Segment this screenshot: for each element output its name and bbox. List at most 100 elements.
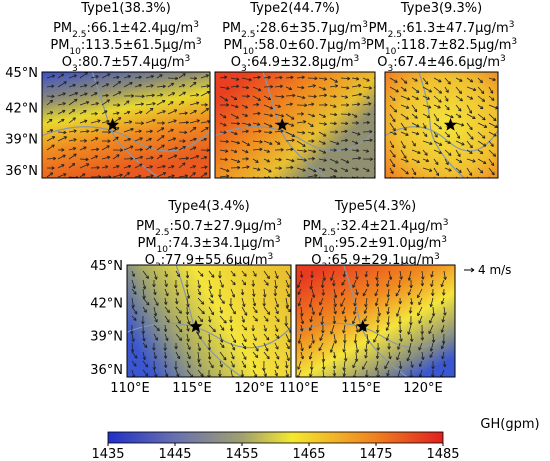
- wind-head: [63, 130, 67, 135]
- wind-vector: [466, 113, 476, 119]
- wind-vector: [241, 288, 244, 296]
- wind-vector: [307, 174, 318, 178]
- wind-vector: [178, 91, 186, 97]
- wind-vector: [342, 306, 346, 315]
- wind-head: [302, 130, 306, 135]
- wind-head: [73, 153, 77, 157]
- wind-head: [205, 127, 209, 131]
- wind-vector: [186, 297, 189, 307]
- wind-vector: [112, 174, 123, 178]
- wind-head: [341, 310, 346, 315]
- wind-vector: [373, 333, 379, 343]
- wind-head: [332, 373, 337, 377]
- wind-head: [73, 74, 77, 78]
- wind-head: [405, 105, 410, 109]
- wind-head: [318, 312, 323, 316]
- wind-vector: [79, 93, 88, 97]
- wind-vector: [285, 113, 295, 120]
- panel-title: Type2(44.7%): [249, 1, 340, 16]
- wind-head: [148, 137, 152, 142]
- wind-vector: [488, 149, 496, 157]
- wind-vector: [230, 113, 239, 119]
- wind-head: [480, 178, 483, 181]
- station-star: [356, 319, 370, 333]
- wind-head: [152, 284, 156, 288]
- wind-vector: [353, 306, 357, 315]
- wind-head: [344, 95, 349, 99]
- wind-vector: [410, 360, 413, 368]
- wind-head: [174, 285, 178, 289]
- wind-vector: [340, 122, 349, 125]
- wind-vector: [230, 369, 233, 377]
- wind-vector: [175, 315, 181, 324]
- wind-head: [322, 141, 326, 145]
- wind-head: [155, 302, 159, 306]
- wind-head: [443, 276, 447, 280]
- text-part: O: [231, 55, 241, 70]
- wind-vector: [241, 149, 249, 153]
- wind-head: [106, 119, 110, 124]
- wind-vector: [241, 104, 248, 109]
- wind-head: [409, 322, 413, 326]
- wind-vector: [252, 342, 259, 352]
- wind-vector: [285, 351, 290, 361]
- wind-head: [254, 354, 259, 359]
- wind-head: [118, 91, 122, 95]
- pollutant-line: O3:80.7±57.4μg/m3: [62, 54, 190, 74]
- wind-head: [106, 145, 110, 149]
- wind-head: [226, 168, 230, 173]
- wind-head: [108, 130, 112, 134]
- wind-head: [262, 303, 266, 307]
- wind-vector: [263, 113, 273, 117]
- wind-vector: [351, 140, 359, 145]
- wind-vector: [307, 113, 315, 117]
- wind-vector: [145, 175, 154, 178]
- wind-vector: [362, 103, 372, 106]
- colorbar-tick-label: 1485: [426, 447, 459, 461]
- wind-head: [479, 150, 484, 154]
- wind-head: [128, 120, 133, 124]
- wind-vector: [421, 279, 423, 287]
- wind-vector: [123, 121, 132, 124]
- wind-head: [241, 319, 246, 323]
- wind-head: [434, 134, 438, 138]
- wind-vector: [153, 351, 157, 359]
- wind-head: [83, 110, 87, 114]
- wind-head: [182, 146, 186, 150]
- wind-vector: [352, 315, 357, 324]
- wind-head: [309, 366, 314, 370]
- wind-vector: [167, 154, 178, 160]
- wind-vector: [164, 360, 167, 368]
- wind-head: [258, 129, 262, 134]
- text-part: 3: [196, 37, 202, 47]
- wind-head: [139, 110, 143, 115]
- wind-vector: [57, 102, 66, 106]
- wind-head: [375, 277, 379, 281]
- wind-head: [355, 167, 359, 171]
- wind-vector: [355, 324, 359, 333]
- wind-vector: [333, 306, 337, 315]
- wind-head: [324, 103, 328, 107]
- wind-head: [392, 97, 396, 101]
- wind-vector: [422, 167, 433, 172]
- wind-vector: [399, 270, 402, 280]
- wind-head: [265, 337, 270, 341]
- wind-head: [364, 274, 369, 278]
- wind-vector: [186, 270, 189, 279]
- wind-head: [490, 90, 494, 94]
- wind-vector: [285, 333, 291, 343]
- wind-vector: [355, 351, 358, 362]
- wind-head: [132, 285, 136, 289]
- wind-vector: [241, 351, 247, 360]
- text-part: :64.9±32.8μg/m: [247, 55, 354, 70]
- panel-title: Type5(4.3%): [334, 199, 416, 214]
- text-part: :66.1±42.4μg/m: [86, 21, 193, 36]
- wind-head: [131, 304, 135, 308]
- wind-head: [300, 328, 304, 332]
- wind-vector: [167, 77, 178, 79]
- text-part: :118.7±82.5μg/m: [396, 38, 511, 53]
- wind-vector: [156, 154, 163, 160]
- wind-vector: [189, 138, 197, 142]
- wind-head: [197, 291, 202, 296]
